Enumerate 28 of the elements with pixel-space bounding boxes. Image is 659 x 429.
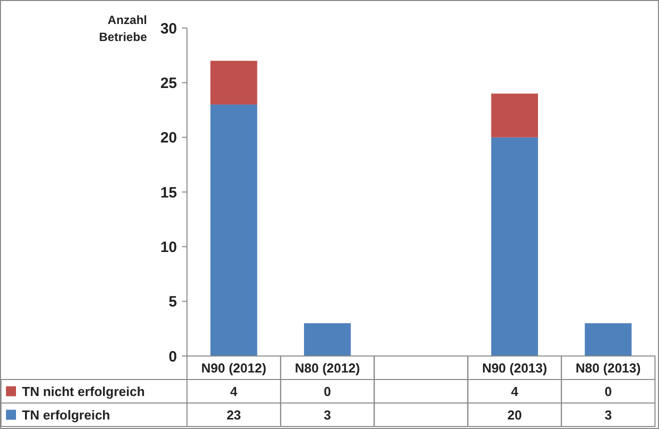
y-tick-label: 15 (160, 184, 177, 202)
data-label: 4 (510, 384, 519, 399)
data-label: 3 (324, 407, 332, 422)
y-tick-label: 0 (168, 348, 177, 366)
y-tick-label: 20 (160, 130, 177, 147)
x-tick-label: N80 (2013) (576, 360, 641, 376)
data-label: 0 (324, 384, 332, 399)
y-tick-label: 30 (160, 20, 177, 38)
bar (210, 60, 258, 105)
y-tick-label: 25 (160, 74, 177, 92)
data-label: 0 (604, 384, 612, 399)
data-label: 4 (230, 384, 238, 399)
x-tick-label: N90 (2012) (201, 360, 266, 376)
legend-label: TN erfolgreich (22, 407, 110, 422)
y-tick-label: 10 (160, 238, 177, 256)
x-tick-label: N80 (2012) (294, 360, 360, 376)
bar (491, 137, 538, 356)
data-label: 20 (507, 407, 522, 422)
bar (210, 104, 258, 356)
data-label: 23 (226, 407, 242, 422)
y-tick-label: 5 (168, 294, 177, 311)
bar (584, 323, 632, 356)
x-tick-label: N90 (2013) (482, 360, 548, 376)
bar (491, 94, 538, 138)
data-label: 3 (604, 407, 612, 422)
bar (304, 323, 351, 356)
legend-label: TN nicht erfolgreich (22, 384, 145, 399)
y-axis-title: Anzahl Betriebe (98, 13, 148, 44)
